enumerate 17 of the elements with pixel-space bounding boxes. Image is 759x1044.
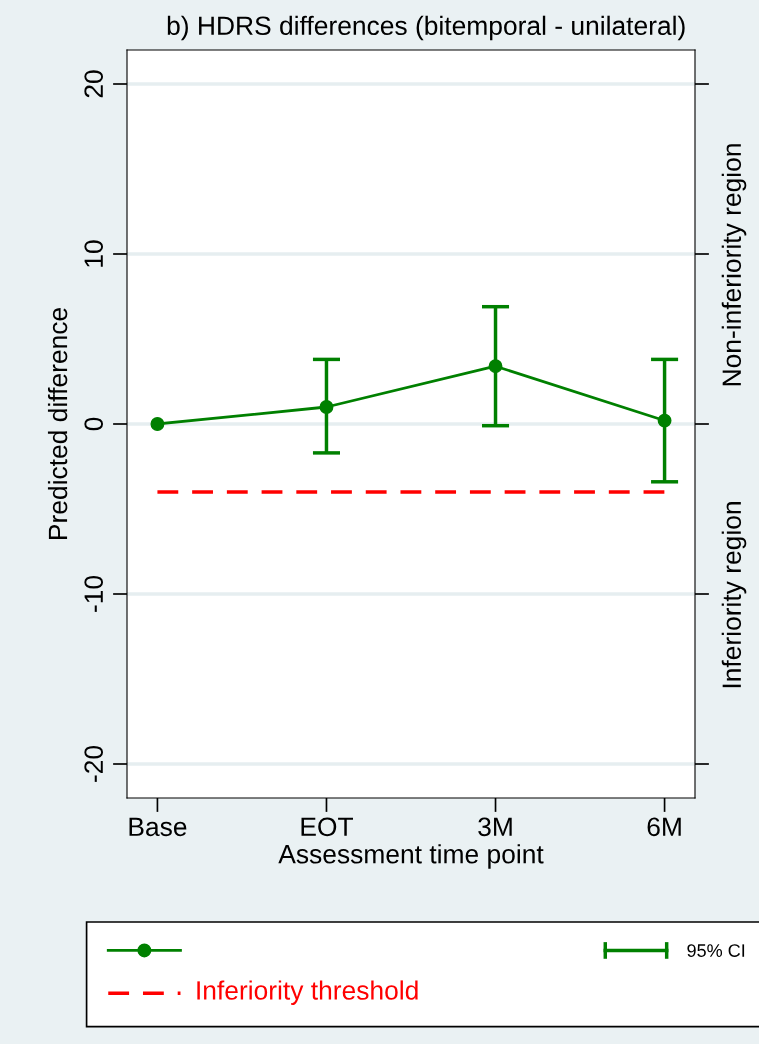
x-tick-label: 3M (478, 817, 512, 837)
x-tick-label: EOT (301, 817, 353, 837)
y-tick-label: 20 (84, 70, 104, 98)
legend-label: Inferiority threshold (197, 980, 418, 1005)
text: 95% CI (687, 944, 745, 957)
x-tick-label: Base (129, 817, 187, 837)
x-tick-label: 6M (647, 817, 681, 837)
y-tick-label: 0 (84, 417, 104, 431)
y-axis-title: Predicted difference (47, 308, 68, 539)
text: Non-inferiority region (721, 144, 747, 386)
y-tick-label: -10 (84, 575, 104, 612)
x-axis-title: Assessment time point (278, 844, 544, 869)
y-tick-label: 10 (84, 240, 104, 267)
chart-title: b) HDRS differences (bitemporal - unilateral) (167, 15, 685, 41)
text: Inferiority region (721, 502, 747, 688)
y-tick-label: -20 (84, 745, 104, 782)
point (150, 417, 165, 431)
